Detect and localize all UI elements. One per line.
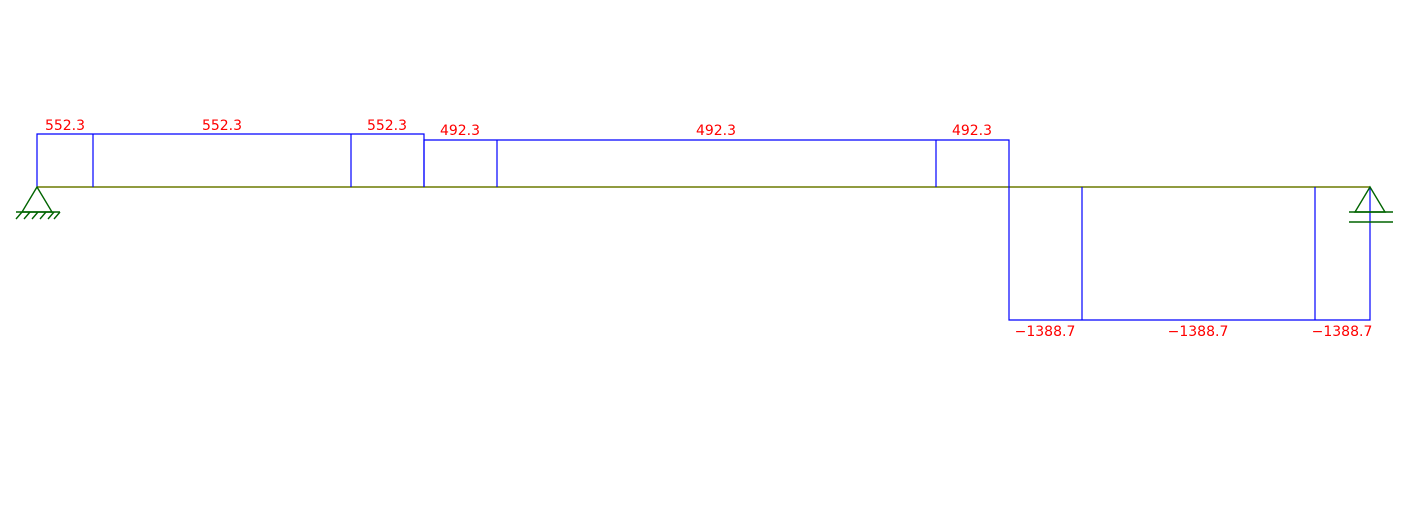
- diagram-region-1: [36, 133, 425, 187]
- segment-labels: 552.3 552.3 552.3 492.3 492.3 492.3 −138…: [45, 118, 1372, 340]
- segment-label: 552.3: [45, 118, 85, 134]
- segment-label: 552.3: [367, 118, 407, 134]
- segment-label: 492.3: [696, 123, 736, 139]
- roller-support-icon: [1349, 185, 1393, 223]
- segment-label: −1388.7: [1312, 324, 1373, 340]
- segment-label: 492.3: [440, 123, 480, 139]
- pinned-support-icon: [15, 185, 61, 220]
- segment-label: 552.3: [202, 118, 242, 134]
- segment-label: −1388.7: [1168, 324, 1229, 340]
- diagram-outline-region-2: [423, 139, 1010, 187]
- diagram-outline-region-3: [1008, 187, 1371, 321]
- segment-label: 492.3: [952, 123, 992, 139]
- diagram-outline-region-1: [36, 133, 425, 187]
- diagram-region-3: [1008, 187, 1371, 321]
- diagram-region-2: [423, 139, 1010, 187]
- segment-label: −1388.7: [1015, 324, 1076, 340]
